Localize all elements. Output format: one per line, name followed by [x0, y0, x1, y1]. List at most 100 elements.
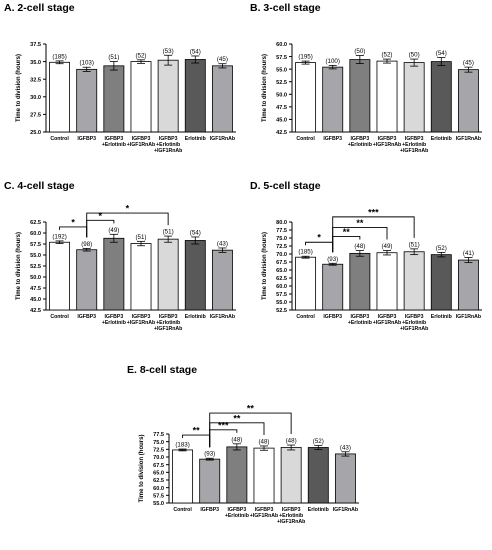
data-label: (52): [436, 245, 447, 252]
bar: [184, 59, 206, 133]
data-label: (50): [354, 48, 365, 55]
bar: [226, 446, 248, 504]
y-tick-label: 60.0: [153, 486, 164, 492]
bar: [307, 447, 329, 504]
x-tick-label: IGFBP3: [405, 314, 424, 320]
x-tick-label: IGFBP3: [350, 136, 369, 142]
bar: [184, 240, 206, 311]
y-tick-label: 52.5: [276, 80, 287, 86]
data-label: (185): [298, 249, 312, 256]
x-tick-label: IGFBP3: [132, 136, 151, 142]
y-tick-label: 75.0: [276, 236, 287, 242]
x-tick-label: IGFBP3: [159, 314, 178, 320]
y-tick-label: 70.0: [153, 455, 164, 461]
x-tick-label: Erlotinib: [308, 507, 329, 513]
y-tick-label: 37.5: [30, 42, 41, 48]
bar-chart-4-cell: 42.5 45.0 47.5 50.0 52.5 55.0 57.5 60.0 62.5 Time…: [16, 204, 236, 332]
x-tick-label: +Erlotinib: [102, 320, 126, 326]
x-tick-label: IGF1RnAb: [210, 314, 235, 320]
chart-title: B. 3-cell stage: [250, 2, 321, 14]
x-tick-label: Erlotinib: [185, 136, 206, 142]
y-tick-label: 77.5: [276, 228, 287, 234]
y-axis-label: Time to division (hours): [16, 232, 22, 300]
y-tick-label: 57.5: [153, 494, 164, 500]
data-label: (185): [52, 53, 66, 60]
data-label: (45): [463, 60, 474, 67]
panel-d: D. 5-cell stage 52.5 55.0 57.5 60.0 62.5 65.0…: [246, 178, 492, 353]
chart-title: A. 2-cell stage: [4, 2, 75, 14]
y-tick-label: 42.5: [30, 308, 41, 314]
y-tick-label: 55.0: [276, 67, 287, 73]
data-label: (49): [381, 243, 392, 250]
x-tick-label: +IGF1RnAb: [373, 142, 401, 148]
bar: [172, 449, 194, 504]
y-tick-label: 55.0: [276, 300, 287, 306]
x-tick-label: IGFBP3: [323, 136, 342, 142]
y-tick-label: 47.5: [30, 286, 41, 292]
x-tick-label: IGFBP3: [378, 136, 397, 142]
x-tick-label: IGF1RnAb: [456, 314, 481, 320]
x-tick-label: +Erlotinib: [348, 142, 372, 148]
x-tick-label: IGFBP3: [77, 314, 96, 320]
significance-label: **: [193, 426, 201, 436]
x-tick-label: IGFBP3: [159, 136, 178, 142]
y-tick-label: 52.5: [30, 264, 41, 270]
y-tick-label: 57.5: [276, 292, 287, 298]
x-tick-label: +Erlotinib: [402, 320, 426, 326]
y-tick-label: 55.0: [30, 253, 41, 259]
x-tick-label: +Erlotinib: [156, 142, 180, 148]
bar: [211, 249, 233, 311]
y-tick-label: 67.5: [276, 260, 287, 266]
y-tick-label: 50.0: [276, 92, 287, 98]
data-label: (43): [217, 240, 228, 247]
chart-title: E. 8-cell stage: [127, 364, 198, 376]
bar: [430, 61, 452, 133]
x-tick-label: +IGF1RnAb: [400, 148, 428, 154]
y-tick-label: 35.0: [30, 60, 41, 66]
x-tick-label: Erlotinib: [431, 136, 452, 142]
y-tick-label: 65.0: [276, 268, 287, 274]
y-tick-label: 27.5: [30, 113, 41, 119]
x-tick-label: +IGF1RnAb: [250, 513, 278, 519]
bar: [295, 62, 317, 133]
y-tick-label: 57.5: [276, 55, 287, 61]
x-tick-label: Erlotinib: [431, 314, 452, 320]
y-tick-label: 55.0: [153, 501, 164, 507]
bar-chart-2-cell: 25.0 27.5 30.0 32.5 35.0 37.5 Time to division…: [16, 42, 236, 154]
y-tick-label: 72.5: [153, 448, 164, 454]
bar: [253, 447, 275, 504]
bar: [130, 61, 152, 133]
x-tick-label: IGF1RnAb: [333, 507, 358, 513]
x-tick-label: Control: [296, 314, 315, 320]
bar: [376, 252, 398, 311]
y-tick-label: 65.0: [153, 471, 164, 477]
x-tick-label: +IGF1RnAb: [154, 148, 182, 154]
x-tick-label: IGFBP3: [227, 507, 246, 513]
y-tick-label: 30.0: [30, 95, 41, 101]
bar: [130, 243, 152, 311]
y-axis-label: Time to division (hours): [139, 435, 145, 503]
y-tick-label: 45.0: [276, 118, 287, 124]
significance-label: *: [126, 204, 130, 214]
bar: [280, 447, 302, 504]
x-tick-label: Control: [50, 314, 69, 320]
significance-label: *: [317, 233, 321, 243]
bar: [49, 61, 71, 133]
x-tick-label: Erlotinib: [185, 314, 206, 320]
data-label: (93): [327, 256, 338, 263]
panel-e: E. 8-cell stage 55.0 57.5 60.0 62.5 65.0 67.5…: [123, 362, 369, 548]
x-tick-label: IGF1RnAb: [210, 136, 235, 142]
bar: [457, 259, 479, 311]
data-label: (183): [175, 442, 189, 449]
x-tick-label: IGFBP3: [255, 507, 274, 513]
data-label: (51): [409, 241, 420, 248]
x-tick-label: +Erlotinib: [348, 320, 372, 326]
y-tick-label: 62.5: [153, 478, 164, 484]
y-tick-label: 80.0: [276, 220, 287, 226]
bar: [457, 69, 479, 133]
x-tick-label: IGFBP3: [378, 314, 397, 320]
data-label: (93): [204, 451, 215, 458]
bar: [403, 251, 425, 311]
bar: [430, 254, 452, 311]
panel-b: B. 3-cell stage 42.5 45.0 47.5 50.0 52.5 55.0…: [246, 0, 492, 175]
